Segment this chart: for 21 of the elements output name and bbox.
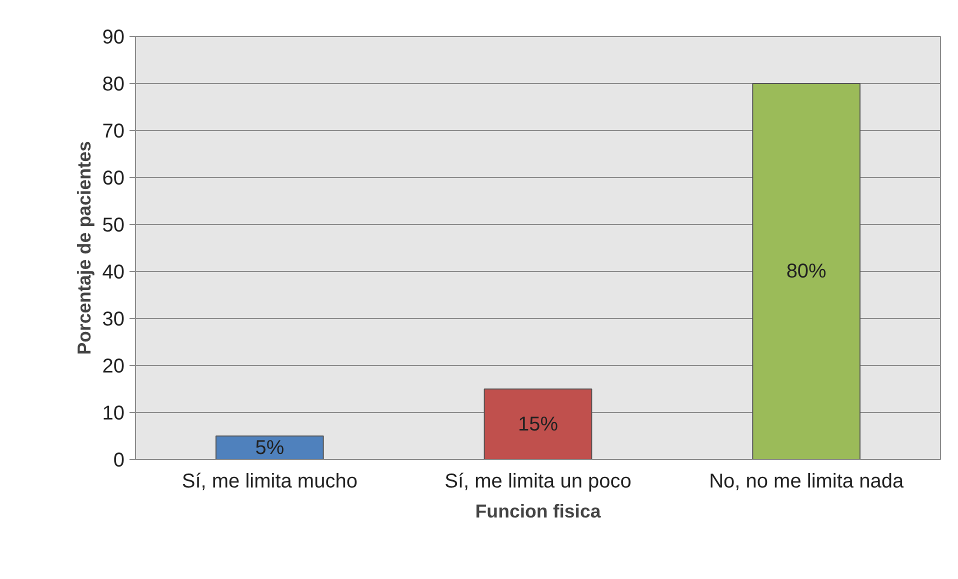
y-tick-label: 10: [102, 402, 125, 424]
bar: [216, 436, 324, 460]
y-tick-label: 70: [102, 120, 125, 142]
data-label: 5%: [255, 436, 284, 459]
bar: [752, 83, 860, 460]
x-tick-label: No, no me limita nada: [709, 470, 904, 492]
y-tick-label: 80: [102, 74, 125, 96]
y-tick-label: 0: [113, 450, 124, 472]
y-tick-label: 50: [102, 214, 125, 236]
x-axis-title: Funcion fisica: [475, 500, 602, 522]
data-label: 15%: [518, 413, 558, 436]
data-label: 80%: [786, 260, 827, 282]
y-tick-label: 90: [102, 26, 125, 48]
y-tick-label: 20: [102, 356, 125, 378]
y-tick-label: 40: [102, 262, 125, 284]
y-tick-label: 60: [102, 168, 125, 190]
y-axis-title: Porcentaje de pacientes: [73, 141, 94, 355]
y-tick-label: 30: [102, 308, 125, 330]
x-tick-label: Sí, me limita un poco: [444, 470, 632, 492]
x-tick-label: Sí, me limita mucho: [182, 470, 358, 492]
bar: [484, 388, 592, 460]
